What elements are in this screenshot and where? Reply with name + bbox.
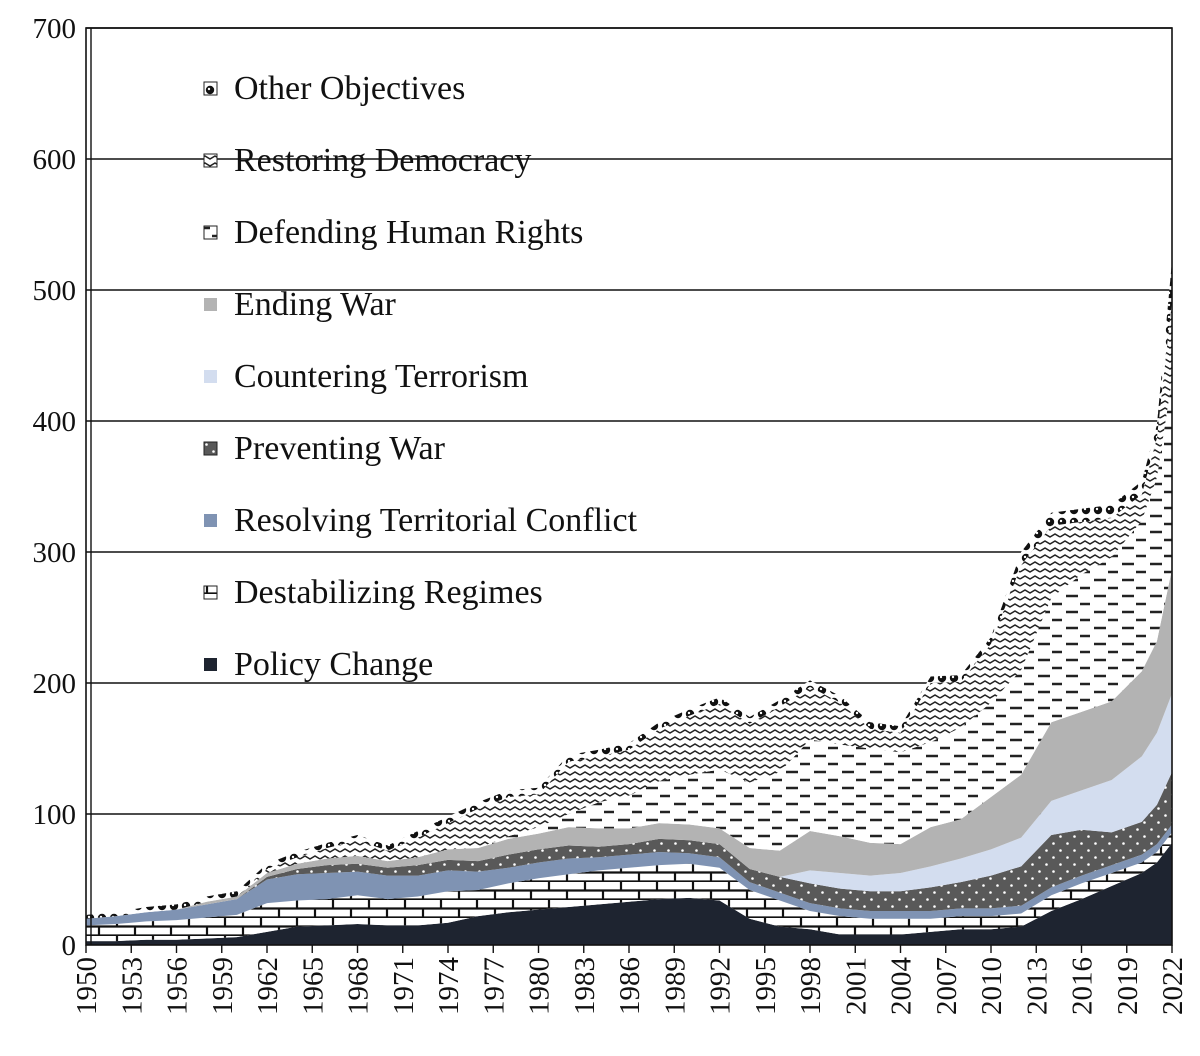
y-tick-label: 200 bbox=[33, 668, 77, 700]
x-tick-label: 1968 bbox=[343, 957, 375, 1015]
y-tick-label: 100 bbox=[33, 799, 77, 831]
x-tick-label: 1956 bbox=[162, 957, 194, 1015]
y-tick-label: 300 bbox=[33, 537, 77, 569]
legend-swatch-defending-human-rights bbox=[203, 225, 218, 240]
x-tick-label: 1998 bbox=[795, 957, 827, 1015]
x-tick-label: 2013 bbox=[1021, 957, 1053, 1015]
y-tick-label: 0 bbox=[62, 930, 77, 962]
x-tick-label: 2007 bbox=[931, 957, 963, 1015]
legend-label-defending-human-rights: Defending Human Rights bbox=[234, 214, 583, 251]
area-series bbox=[86, 261, 1172, 945]
x-tick-label: 1986 bbox=[614, 957, 646, 1015]
x-tick-label: 2019 bbox=[1112, 957, 1144, 1015]
x-tick-label: 1977 bbox=[478, 957, 510, 1015]
area-policy-change bbox=[86, 842, 1172, 945]
x-tick-label: 1983 bbox=[569, 957, 601, 1015]
y-tick-label: 500 bbox=[33, 275, 77, 307]
x-tick-label: 1965 bbox=[297, 957, 329, 1015]
x-tick-label: 2022 bbox=[1157, 957, 1189, 1015]
legend-swatch-ending-war bbox=[204, 298, 217, 311]
x-tick-label: 1992 bbox=[705, 957, 737, 1015]
legend: Other Objectives Restoring Democracy Defen… bbox=[203, 70, 638, 683]
y-tick-label: 600 bbox=[33, 144, 77, 176]
legend-swatch-resolving-territorial-conflict bbox=[204, 514, 217, 527]
area-resolving-territorial-conflict bbox=[86, 824, 1172, 926]
legend-swatch-destabilizing-regimes bbox=[203, 585, 218, 600]
x-tick-label: 2010 bbox=[976, 957, 1008, 1015]
legend-swatch-other-objectives bbox=[203, 81, 218, 96]
legend-swatch-countering-terrorism bbox=[204, 370, 217, 383]
axes: 0 100 200 300 400 500 600 700 1950 1953 1956 1959 19… bbox=[33, 13, 1190, 1015]
x-tick-label: 1980 bbox=[524, 957, 556, 1015]
legend-label-other-objectives: Other Objectives bbox=[234, 70, 465, 107]
legend-label-ending-war: Ending War bbox=[234, 286, 397, 323]
y-tick-label: 400 bbox=[33, 406, 77, 438]
y-tick-label: 700 bbox=[33, 13, 77, 45]
x-tick-label: 1953 bbox=[116, 957, 148, 1015]
legend-label-preventing-war: Preventing War bbox=[234, 430, 446, 467]
x-tick-label: 2016 bbox=[1067, 957, 1099, 1015]
legend-swatch-policy-change bbox=[204, 658, 217, 671]
x-tick-label: 1962 bbox=[252, 957, 284, 1015]
x-tick-label: 2004 bbox=[886, 957, 918, 1016]
legend-label-restoring-democracy: Restoring Democracy bbox=[234, 142, 531, 179]
x-tick-label: 1950 bbox=[71, 957, 103, 1015]
legend-label-destabilizing-regimes: Destabilizing Regimes bbox=[234, 574, 543, 611]
area-defending-human-rights bbox=[86, 379, 1172, 919]
legend-swatch-preventing-war bbox=[203, 441, 218, 456]
legend-label-policy-change: Policy Change bbox=[234, 646, 433, 683]
x-tick-label: 1959 bbox=[207, 957, 239, 1015]
legend-swatch-restoring-democracy bbox=[203, 153, 218, 168]
area-preventing-war bbox=[86, 772, 1172, 919]
legend-label-countering-terrorism: Countering Terrorism bbox=[234, 358, 528, 395]
x-tick-label: 1971 bbox=[388, 957, 420, 1015]
x-tick-label: 1989 bbox=[659, 957, 691, 1015]
x-tick-label: 1974 bbox=[433, 957, 465, 1016]
x-tick-label: 1995 bbox=[750, 957, 782, 1015]
legend-label-resolving-territorial-conflict: Resolving Territorial Conflict bbox=[234, 502, 638, 539]
area-destabilizing-regimes bbox=[86, 832, 1172, 942]
area-restoring-democracy bbox=[86, 300, 1172, 919]
x-tick-label: 2001 bbox=[840, 957, 872, 1015]
